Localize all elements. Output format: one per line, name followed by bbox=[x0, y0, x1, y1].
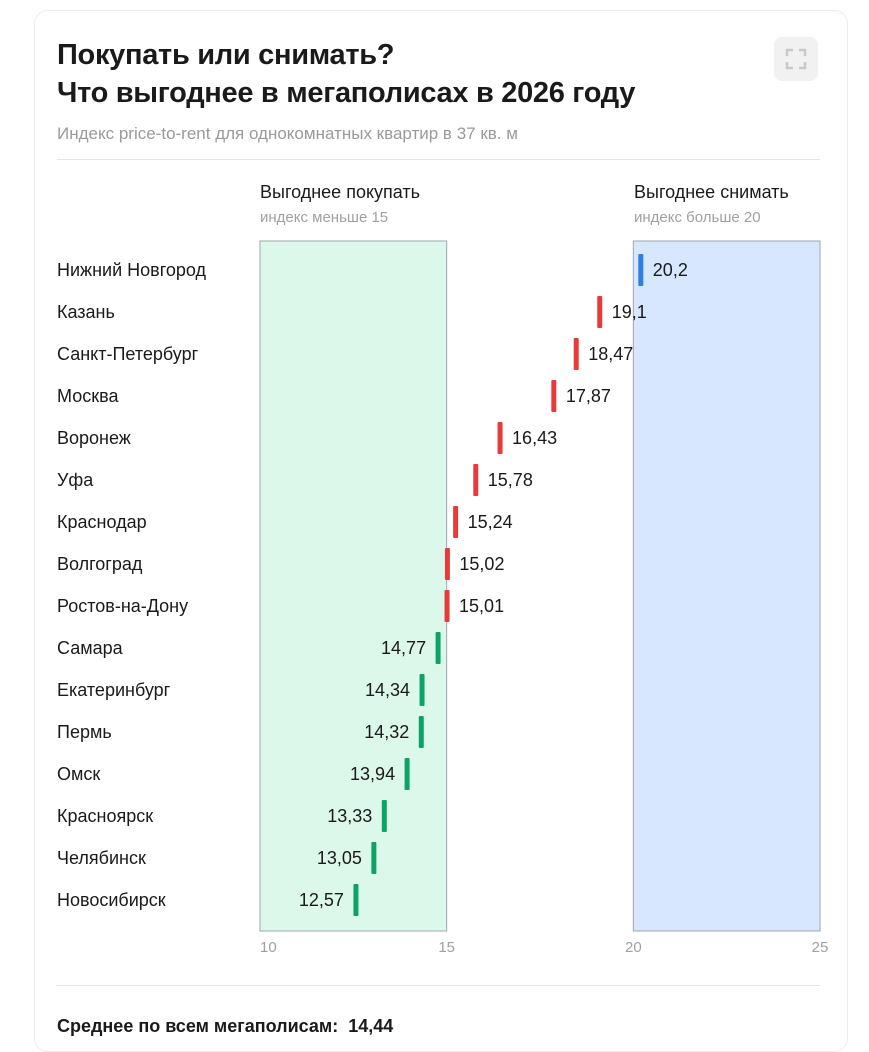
value-marker bbox=[353, 884, 359, 916]
value-marker bbox=[551, 380, 557, 412]
expand-button[interactable] bbox=[774, 37, 818, 81]
rent-zone-note: индекс больше 20 bbox=[634, 209, 761, 226]
value-label: 19,1 bbox=[612, 302, 647, 322]
value-label: 15,02 bbox=[459, 554, 504, 574]
value-label: 13,94 bbox=[350, 764, 395, 784]
city-label: Уфа bbox=[57, 470, 94, 490]
city-label: Ростов-на-Дону bbox=[57, 596, 188, 616]
footer-divider bbox=[57, 985, 820, 986]
value-marker bbox=[371, 842, 377, 874]
value-label: 17,87 bbox=[566, 386, 611, 406]
city-label: Красноярск bbox=[57, 806, 153, 826]
value-label: 14,34 bbox=[365, 680, 410, 700]
x-tick-label: 15 bbox=[438, 939, 455, 956]
buy-zone-band bbox=[259, 240, 448, 932]
value-label: 14,77 bbox=[381, 638, 426, 658]
value-marker bbox=[638, 254, 644, 286]
city-label: Пермь bbox=[57, 722, 112, 742]
city-label: Челябинск bbox=[57, 848, 146, 868]
buy-zone-note: индекс меньше 15 bbox=[260, 209, 389, 226]
value-marker bbox=[418, 716, 424, 748]
city-label: Краснодар bbox=[57, 512, 147, 532]
value-label: 15,78 bbox=[488, 470, 533, 490]
value-marker bbox=[497, 422, 503, 454]
value-label: 12,57 bbox=[299, 890, 344, 910]
value-marker bbox=[453, 506, 459, 538]
value-marker bbox=[435, 632, 441, 664]
value-label: 15,01 bbox=[459, 596, 504, 616]
value-label: 16,43 bbox=[512, 428, 557, 448]
city-label: Омск bbox=[57, 764, 100, 784]
expand-icon bbox=[785, 48, 807, 70]
chart-title: Покупать или снимать? Что выгоднее в мег… bbox=[57, 36, 737, 112]
x-tick-label: 20 bbox=[625, 939, 642, 956]
chart-plot: 10 15 20 25 Нижний Новгород 20,2 Казань 19,1 Сан… bbox=[57, 240, 829, 956]
value-marker bbox=[473, 464, 479, 496]
rent-zone-header: Выгоднее снимать индекс больше 20 bbox=[634, 182, 789, 226]
city-label: Новосибирск bbox=[57, 890, 166, 910]
city-label: Санкт-Петербург bbox=[57, 344, 199, 364]
value-label: 13,05 bbox=[317, 848, 362, 868]
city-label: Казань bbox=[57, 302, 115, 322]
value-label: 20,2 bbox=[653, 260, 688, 280]
city-label: Волгоград bbox=[57, 554, 143, 574]
value-label: 18,47 bbox=[588, 344, 633, 364]
city-label: Москва bbox=[57, 386, 119, 406]
value-marker bbox=[404, 758, 410, 790]
city-label: Екатеринбург bbox=[57, 680, 171, 700]
header-divider bbox=[57, 159, 820, 160]
average-summary: Среднее по всем мегаполисам: 14,44 bbox=[57, 1016, 393, 1037]
average-value: 14,44 bbox=[348, 1016, 394, 1036]
value-label: 13,33 bbox=[327, 806, 372, 826]
value-label: 14,32 bbox=[364, 722, 409, 742]
value-marker bbox=[444, 590, 450, 622]
value-marker bbox=[381, 800, 387, 832]
average-label: Среднее по всем мегаполисам: bbox=[57, 1016, 339, 1036]
title-line-1: Покупать или снимать? bbox=[57, 39, 395, 71]
x-tick-label: 10 bbox=[260, 939, 277, 956]
chart-subtitle: Индекс price-to-rent для однокомнатных к… bbox=[57, 124, 518, 143]
title-line-2: Что выгоднее в мегаполисах в 2026 году bbox=[57, 77, 636, 109]
rent-zone-band bbox=[632, 240, 821, 932]
city-label: Воронеж bbox=[57, 428, 131, 448]
buy-zone-title: Выгоднее покупать bbox=[260, 182, 421, 202]
value-label: 15,24 bbox=[468, 512, 513, 532]
rent-zone-title: Выгоднее снимать bbox=[634, 182, 789, 202]
value-marker bbox=[573, 338, 579, 370]
city-label: Нижний Новгород bbox=[57, 260, 207, 280]
value-marker bbox=[419, 674, 425, 706]
buy-zone-header: Выгоднее покупать индекс меньше 15 bbox=[260, 182, 420, 226]
x-tick-label: 25 bbox=[812, 939, 829, 956]
city-label: Самара bbox=[57, 638, 124, 658]
value-marker bbox=[444, 548, 450, 580]
value-marker bbox=[597, 296, 603, 328]
